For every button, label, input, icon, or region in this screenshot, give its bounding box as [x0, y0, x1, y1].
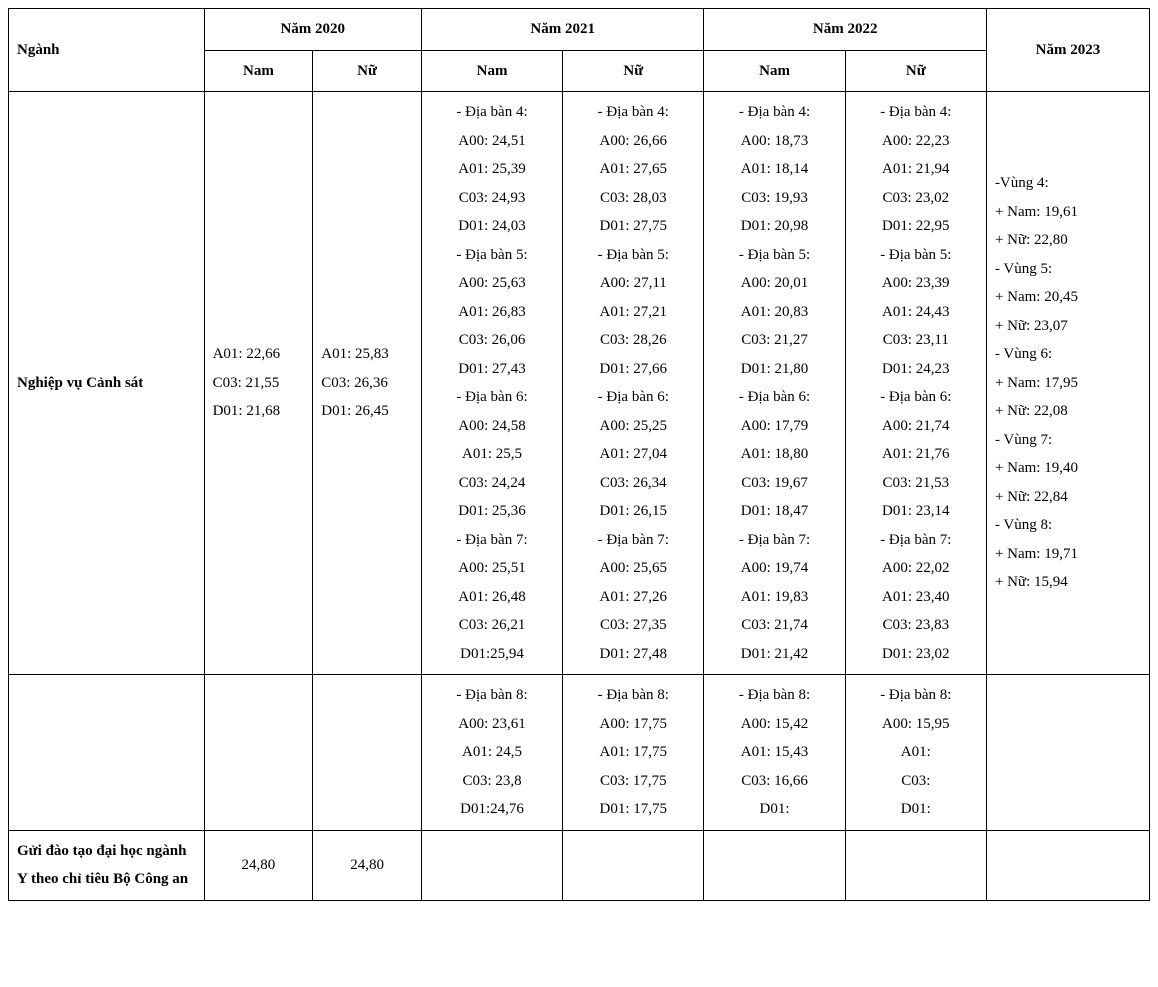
cell-nganh — [9, 675, 205, 831]
cell-2021-nu — [563, 830, 704, 900]
cell-2022-nam: - Địa bàn 4: A00: 18,73 A01: 18,14 C03: … — [704, 92, 845, 675]
cell-2021-nam: - Địa bàn 4: A00: 24,51 A01: 25,39 C03: … — [421, 92, 562, 675]
score-table: Ngành Năm 2020 Năm 2021 Năm 2022 Năm 202… — [8, 8, 1150, 901]
cell-nganh: Nghiệp vụ Cảnh sát — [9, 92, 205, 675]
cell-2020-nam — [204, 675, 313, 831]
header-2020: Năm 2020 — [204, 9, 421, 51]
table-row: - Địa bàn 8: A00: 23,61 A01: 24,5 C03: 2… — [9, 675, 1150, 831]
cell-2020-nu: 24,80 — [313, 830, 422, 900]
header-2020-nam: Nam — [204, 50, 313, 92]
header-2022: Năm 2022 — [704, 9, 987, 51]
header-2022-nam: Nam — [704, 50, 845, 92]
header-2020-nu: Nữ — [313, 50, 422, 92]
header-2022-nu: Nữ — [845, 50, 986, 92]
header-2023: Năm 2023 — [986, 9, 1149, 92]
cell-2023 — [986, 830, 1149, 900]
header-2021-nam: Nam — [421, 50, 562, 92]
cell-2021-nam — [421, 830, 562, 900]
cell-2021-nu: - Địa bàn 4: A00: 26,66 A01: 27,65 C03: … — [563, 92, 704, 675]
cell-2023 — [986, 675, 1149, 831]
cell-2022-nu: - Địa bàn 4: A00: 22,23 A01: 21,94 C03: … — [845, 92, 986, 675]
header-nganh: Ngành — [9, 9, 205, 92]
header-2021-nu: Nữ — [563, 50, 704, 92]
cell-2022-nam — [704, 830, 845, 900]
cell-2022-nu: - Địa bàn 8: A00: 15,95 A01: C03: D01: — [845, 675, 986, 831]
cell-2022-nam: - Địa bàn 8: A00: 15,42 A01: 15,43 C03: … — [704, 675, 845, 831]
cell-nganh: Gửi đào tạo đại học ngành Y theo chỉ tiê… — [9, 830, 205, 900]
cell-2021-nu: - Địa bàn 8: A00: 17,75 A01: 17,75 C03: … — [563, 675, 704, 831]
cell-2020-nam: A01: 22,66 C03: 21,55 D01: 21,68 — [204, 92, 313, 675]
header-row-1: Ngành Năm 2020 Năm 2021 Năm 2022 Năm 202… — [9, 9, 1150, 51]
cell-2022-nu — [845, 830, 986, 900]
table-row: Gửi đào tạo đại học ngành Y theo chỉ tiê… — [9, 830, 1150, 900]
header-2021: Năm 2021 — [421, 9, 704, 51]
cell-2020-nam: 24,80 — [204, 830, 313, 900]
cell-2023: -Vùng 4: + Nam: 19,61 + Nữ: 22,80 - Vùng… — [986, 92, 1149, 675]
table-row: Nghiệp vụ Cảnh sát A01: 22,66 C03: 21,55… — [9, 92, 1150, 675]
cell-2021-nam: - Địa bàn 8: A00: 23,61 A01: 24,5 C03: 2… — [421, 675, 562, 831]
cell-2020-nu: A01: 25,83 C03: 26,36 D01: 26,45 — [313, 92, 422, 675]
cell-2020-nu — [313, 675, 422, 831]
